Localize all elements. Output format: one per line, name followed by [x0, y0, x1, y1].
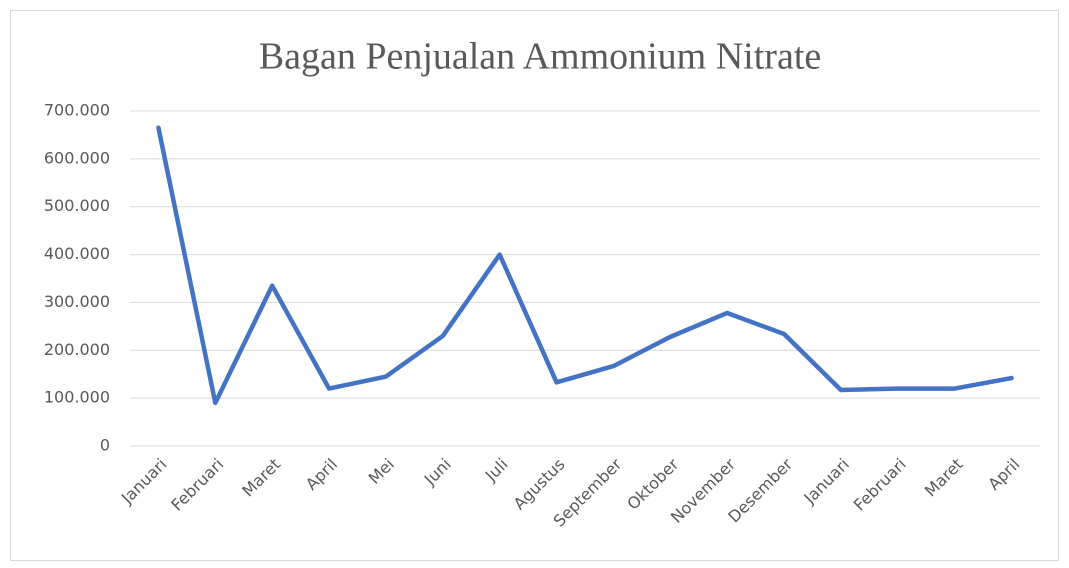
y-tick-label: 0: [100, 436, 110, 455]
y-tick-label: 600.000: [44, 148, 110, 167]
line: [156, 125, 1014, 406]
y-tick-label: 200.000: [44, 340, 110, 359]
chart-title: Bagan Penjualan Ammonium Nitrate: [259, 36, 822, 78]
y-tick-label: 400.000: [44, 244, 110, 263]
y-tick-label: 300.000: [44, 292, 110, 311]
y-tick-label: 500.000: [44, 196, 110, 215]
chart-border: [10, 10, 1059, 561]
y-tick-label: 100.000: [44, 388, 110, 407]
y-tick-label: 700.000: [44, 101, 110, 120]
